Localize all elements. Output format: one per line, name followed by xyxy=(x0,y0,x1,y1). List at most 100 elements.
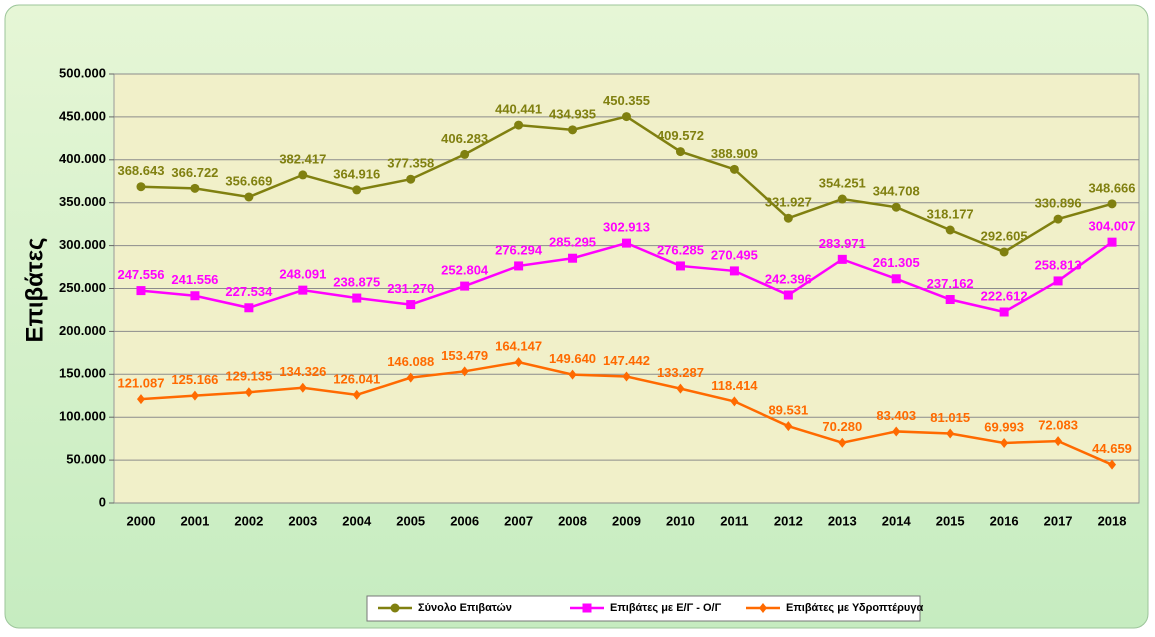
point xyxy=(676,383,685,394)
y-tick-label: 250.000 xyxy=(59,280,106,295)
data-label: 434.935 xyxy=(549,106,596,121)
y-tick-label: 350.000 xyxy=(59,194,106,209)
point xyxy=(244,387,253,398)
data-label: 241.556 xyxy=(171,272,218,287)
x-tick-label: 2009 xyxy=(612,513,641,528)
data-label: 238.875 xyxy=(333,274,380,289)
point xyxy=(460,366,469,377)
point xyxy=(783,213,793,223)
point xyxy=(945,295,955,305)
data-label: 126.041 xyxy=(333,371,380,386)
point xyxy=(1054,436,1063,447)
x-tick-label: 2013 xyxy=(828,513,857,528)
x-tick-label: 2015 xyxy=(936,513,965,528)
x-tick-label: 2007 xyxy=(504,513,533,528)
point xyxy=(514,261,524,271)
y-tick-label: 450.000 xyxy=(59,108,106,123)
data-label: 302.913 xyxy=(603,220,650,235)
data-label: 382.417 xyxy=(279,151,326,166)
point xyxy=(999,307,1009,317)
point xyxy=(244,303,254,313)
point xyxy=(675,147,685,157)
legend-box xyxy=(366,595,921,622)
data-label: 344.708 xyxy=(873,184,920,199)
x-tick-label: 2002 xyxy=(234,513,263,528)
data-label: 153.479 xyxy=(441,348,488,363)
data-label: 83.403 xyxy=(876,408,916,423)
data-label: 377.358 xyxy=(387,156,434,171)
y-tick-label: 50.000 xyxy=(66,452,106,467)
data-label: 354.251 xyxy=(819,175,866,190)
point xyxy=(352,185,362,195)
data-label: 134.326 xyxy=(279,364,326,379)
data-label: 242.396 xyxy=(765,271,812,286)
point xyxy=(298,170,308,180)
y-tick-label: 0 xyxy=(99,494,106,509)
data-label: 129.135 xyxy=(225,369,272,384)
data-label: 252.804 xyxy=(441,263,489,278)
data-label: 133.287 xyxy=(657,365,704,380)
point xyxy=(390,603,400,613)
data-label: 364.916 xyxy=(333,166,380,181)
point xyxy=(1000,437,1009,448)
point xyxy=(837,194,847,204)
data-label: 125.166 xyxy=(171,372,218,387)
data-label: 331.927 xyxy=(765,195,812,210)
legend-label: Επιβάτες με Ε/Γ - Ο/Γ xyxy=(610,602,722,614)
x-tick-label: 2003 xyxy=(288,513,317,528)
point xyxy=(568,125,578,135)
point xyxy=(891,202,901,212)
point xyxy=(352,389,361,400)
data-label: 261.305 xyxy=(873,255,920,270)
data-label: 276.285 xyxy=(657,242,704,257)
x-tick-label: 2000 xyxy=(127,513,156,528)
point xyxy=(406,300,416,310)
point xyxy=(568,369,577,380)
data-label: 227.534 xyxy=(225,284,273,299)
point xyxy=(838,437,847,448)
point xyxy=(298,285,308,295)
legend-label: Σύνολο Επιβατών xyxy=(418,602,512,614)
point xyxy=(622,112,631,122)
data-label: 368.643 xyxy=(117,163,164,178)
data-label: 146.088 xyxy=(387,354,434,369)
point xyxy=(675,261,685,271)
data-label: 356.669 xyxy=(225,173,272,188)
point xyxy=(1053,214,1063,224)
data-label: 318.177 xyxy=(927,206,974,221)
y-tick-label: 100.000 xyxy=(59,409,106,424)
point xyxy=(582,603,592,613)
point xyxy=(244,192,254,202)
data-label: 304.007 xyxy=(1089,219,1136,234)
data-label: 89.531 xyxy=(768,403,808,418)
point xyxy=(946,428,955,439)
point xyxy=(514,357,523,368)
y-tick-label: 150.000 xyxy=(59,366,106,381)
point xyxy=(759,603,767,613)
data-label: 388.909 xyxy=(711,146,758,161)
data-label: 147.442 xyxy=(603,353,650,368)
data-label: 366.722 xyxy=(171,165,218,180)
data-label: 292.605 xyxy=(981,228,1028,243)
point xyxy=(568,253,578,263)
y-tick-label: 500.000 xyxy=(59,65,106,80)
point xyxy=(460,149,470,159)
legend-label: Επιβάτες με Υδροπτέρυγα xyxy=(786,602,923,614)
x-tick-label: 2010 xyxy=(666,513,695,528)
data-label: 72.083 xyxy=(1038,418,1078,433)
y-axis-title: Επιβάτες xyxy=(21,237,48,342)
data-label: 258.813 xyxy=(1035,257,1082,272)
x-tick-label: 2005 xyxy=(396,513,425,528)
point xyxy=(406,372,415,383)
point xyxy=(784,421,793,432)
point xyxy=(1108,459,1117,470)
data-label: 81.015 xyxy=(930,410,970,425)
x-tick-label: 2004 xyxy=(342,513,372,528)
point xyxy=(136,182,146,192)
data-label: 247.556 xyxy=(117,267,164,282)
data-label: 121.087 xyxy=(117,376,164,391)
x-tick-label: 2001 xyxy=(180,513,209,528)
data-label: 285.295 xyxy=(549,235,596,250)
data-label: 44.659 xyxy=(1092,441,1132,456)
point xyxy=(190,291,200,301)
